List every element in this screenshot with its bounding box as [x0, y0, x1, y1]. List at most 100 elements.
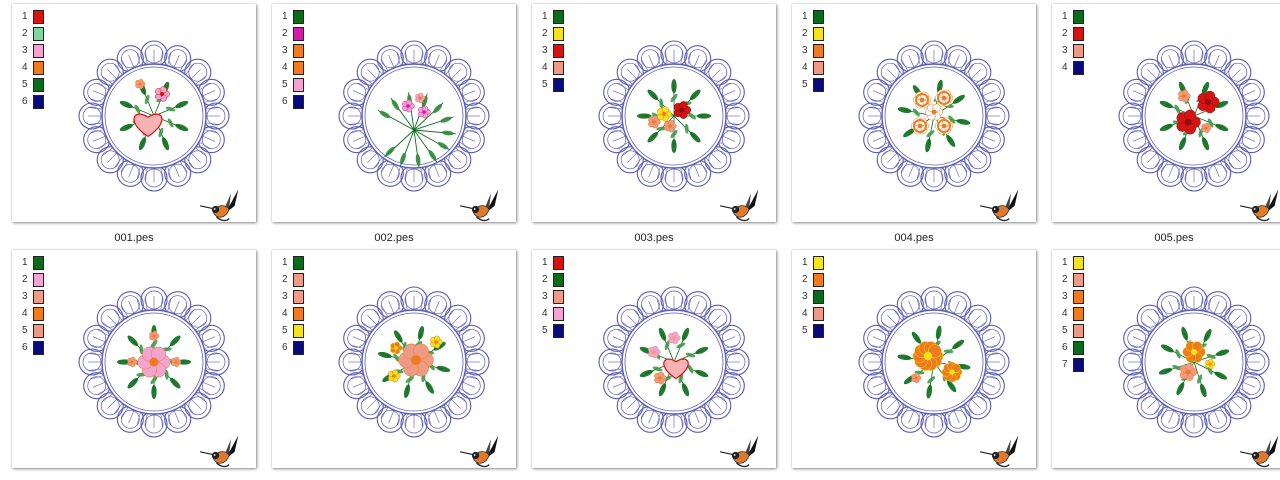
thread-number: 3 — [22, 45, 28, 56]
thread-row: 7 — [1062, 356, 1084, 373]
thread-number: 4 — [1062, 62, 1068, 73]
thread-swatch — [1073, 43, 1084, 58]
thread-row: 3 — [802, 288, 824, 305]
file-thumbnail[interactable]: 1 2 3 4 5 6 — [12, 250, 256, 468]
thread-number: 4 — [542, 62, 548, 73]
file-thumbnail[interactable]: 1 2 3 4 5 6 — [272, 250, 516, 468]
embroidery-motif — [639, 327, 709, 397]
thread-row: 2 — [282, 271, 304, 288]
thread-row: 4 — [1062, 59, 1084, 76]
hummingbird-logo-icon — [459, 435, 499, 468]
thread-number: 4 — [22, 308, 28, 319]
thread-row: 6 — [22, 339, 44, 356]
thread-swatch — [293, 306, 304, 321]
thread-number: 3 — [802, 291, 808, 302]
file-thumbnail[interactable]: 1 2 3 4 5 6 — [12, 4, 256, 222]
file-thumbnail[interactable]: 1 2 3 4 5 — [792, 250, 1036, 468]
thread-swatch — [293, 255, 304, 270]
thread-number: 1 — [802, 257, 808, 268]
hummingbird-logo-icon — [199, 189, 239, 222]
thread-row: 3 — [22, 288, 44, 305]
thread-number: 3 — [802, 45, 808, 56]
thread-number: 2 — [542, 274, 548, 285]
embroidery-motif — [1159, 81, 1229, 151]
hummingbird-logo-icon — [719, 189, 759, 222]
thread-swatch — [293, 272, 304, 287]
file-thumbnail[interactable]: 1 2 3 4 5 — [532, 4, 776, 222]
thread-row: 3 — [542, 42, 564, 59]
thread-row: 2 — [282, 25, 304, 42]
embroidery-design — [338, 286, 490, 438]
thread-number: 4 — [1062, 308, 1068, 319]
thread-swatch — [33, 94, 44, 109]
hummingbird-logo-icon — [199, 435, 239, 468]
thread-number: 5 — [282, 79, 288, 90]
thread-number: 1 — [802, 11, 808, 22]
embroidery-motif — [1158, 326, 1230, 398]
thread-row: 4 — [282, 305, 304, 322]
file-name-label[interactable]: 003.pes — [634, 232, 674, 244]
embroidery-design — [598, 286, 750, 438]
file-thumbnail[interactable]: 1 2 3 4 5 — [792, 4, 1036, 222]
embroidery-motif — [897, 79, 971, 153]
thread-swatch — [33, 306, 44, 321]
thread-row: 3 — [1062, 42, 1084, 59]
embroidery-design — [78, 286, 230, 438]
hummingbird-logo-icon — [1239, 189, 1279, 222]
thread-number: 2 — [1062, 274, 1068, 285]
file-thumbnail[interactable]: 1 2 3 4 — [1052, 4, 1280, 222]
thread-number: 5 — [542, 79, 548, 90]
thread-swatch — [293, 94, 304, 109]
thread-row: 5 — [1062, 322, 1084, 339]
thread-number: 1 — [22, 257, 28, 268]
thread-row: 2 — [542, 271, 564, 288]
file-thumbnail[interactable]: 1 2 3 4 5 6 — [272, 4, 516, 222]
thread-number: 3 — [542, 45, 548, 56]
thread-row: 3 — [282, 288, 304, 305]
thread-number: 4 — [542, 308, 548, 319]
thread-number: 4 — [282, 308, 288, 319]
file-thumbnail[interactable]: 1 2 3 4 5 6 7 — [1052, 250, 1280, 468]
file-name-label[interactable]: 005.pes — [1154, 232, 1194, 244]
thread-swatch — [1073, 255, 1084, 270]
thread-swatch — [33, 272, 44, 287]
thread-number: 1 — [282, 11, 288, 22]
file-name-label[interactable]: 002.pes — [374, 232, 414, 244]
thread-swatch — [553, 77, 564, 92]
file-thumbnail[interactable]: 1 2 3 4 5 — [532, 250, 776, 468]
thread-number: 4 — [22, 62, 28, 73]
embroidery-design — [78, 40, 230, 192]
file-name-label[interactable]: 004.pes — [894, 232, 934, 244]
thread-color-legend: 1 2 3 4 — [1062, 8, 1084, 76]
thread-row: 4 — [802, 305, 824, 322]
thread-row: 3 — [22, 42, 44, 59]
thread-number: 1 — [542, 257, 548, 268]
thread-swatch — [293, 60, 304, 75]
file-name-label[interactable]: 001.pes — [114, 232, 154, 244]
thread-swatch — [813, 26, 824, 41]
thread-row: 2 — [1062, 271, 1084, 288]
thread-number: 1 — [1062, 11, 1068, 22]
thread-swatch — [33, 26, 44, 41]
thread-row: 4 — [22, 59, 44, 76]
thread-row: 1 — [1062, 254, 1084, 271]
thread-swatch — [553, 306, 564, 321]
thread-number: 5 — [542, 325, 548, 336]
thread-number: 2 — [542, 28, 548, 39]
thread-swatch — [813, 77, 824, 92]
thread-swatch — [1073, 306, 1084, 321]
thread-color-legend: 1 2 3 4 5 6 — [22, 254, 44, 356]
thread-swatch — [553, 43, 564, 58]
thread-swatch — [553, 323, 564, 338]
thread-row: 4 — [802, 59, 824, 76]
thread-swatch — [33, 289, 44, 304]
thread-row: 2 — [1062, 25, 1084, 42]
thread-swatch — [553, 255, 564, 270]
thread-row: 5 — [22, 76, 44, 93]
thread-color-legend: 1 2 3 4 5 — [542, 254, 564, 339]
thread-swatch — [33, 255, 44, 270]
embroidery-motif — [119, 78, 189, 151]
embroidery-motif — [377, 92, 456, 168]
thread-row: 5 — [802, 322, 824, 339]
thread-swatch — [293, 289, 304, 304]
